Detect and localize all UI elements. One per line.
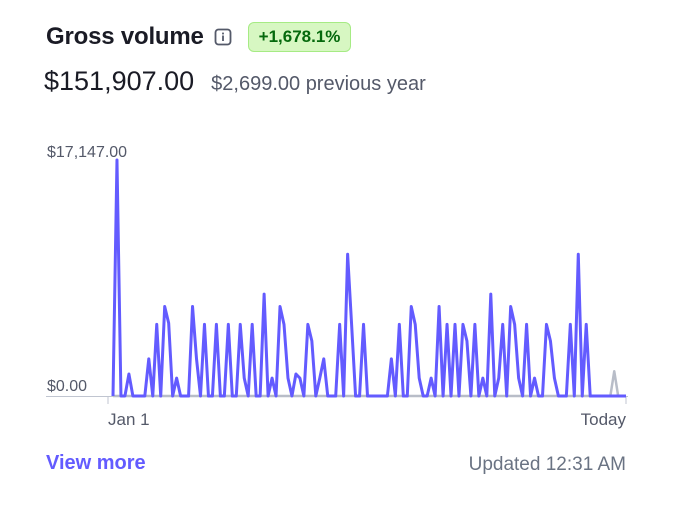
view-more-link[interactable]: View more [46, 452, 146, 474]
chart-title: Gross volume [46, 23, 204, 50]
x-axis-start-label: Jan 1 [108, 410, 150, 429]
change-badge: +1,678.1% [247, 22, 352, 52]
previous-amount: $2,699.00 previous year [211, 73, 426, 95]
current-period-line [111, 158, 626, 398]
info-icon[interactable] [214, 28, 232, 46]
y-axis-min-label: $0.00 [47, 378, 87, 395]
amounts-row: $151,907.00 $2,699.00 previous year [44, 66, 426, 97]
y-axis-max-label: $17,147.00 [47, 144, 127, 161]
current-amount: $151,907.00 [44, 66, 195, 96]
series-layer [111, 158, 626, 398]
updated-timestamp: Updated 12:31 AM [468, 454, 626, 475]
x-axis-end-label: Today [581, 410, 627, 429]
chart-header: Gross volume +1,678.1% [46, 20, 352, 54]
